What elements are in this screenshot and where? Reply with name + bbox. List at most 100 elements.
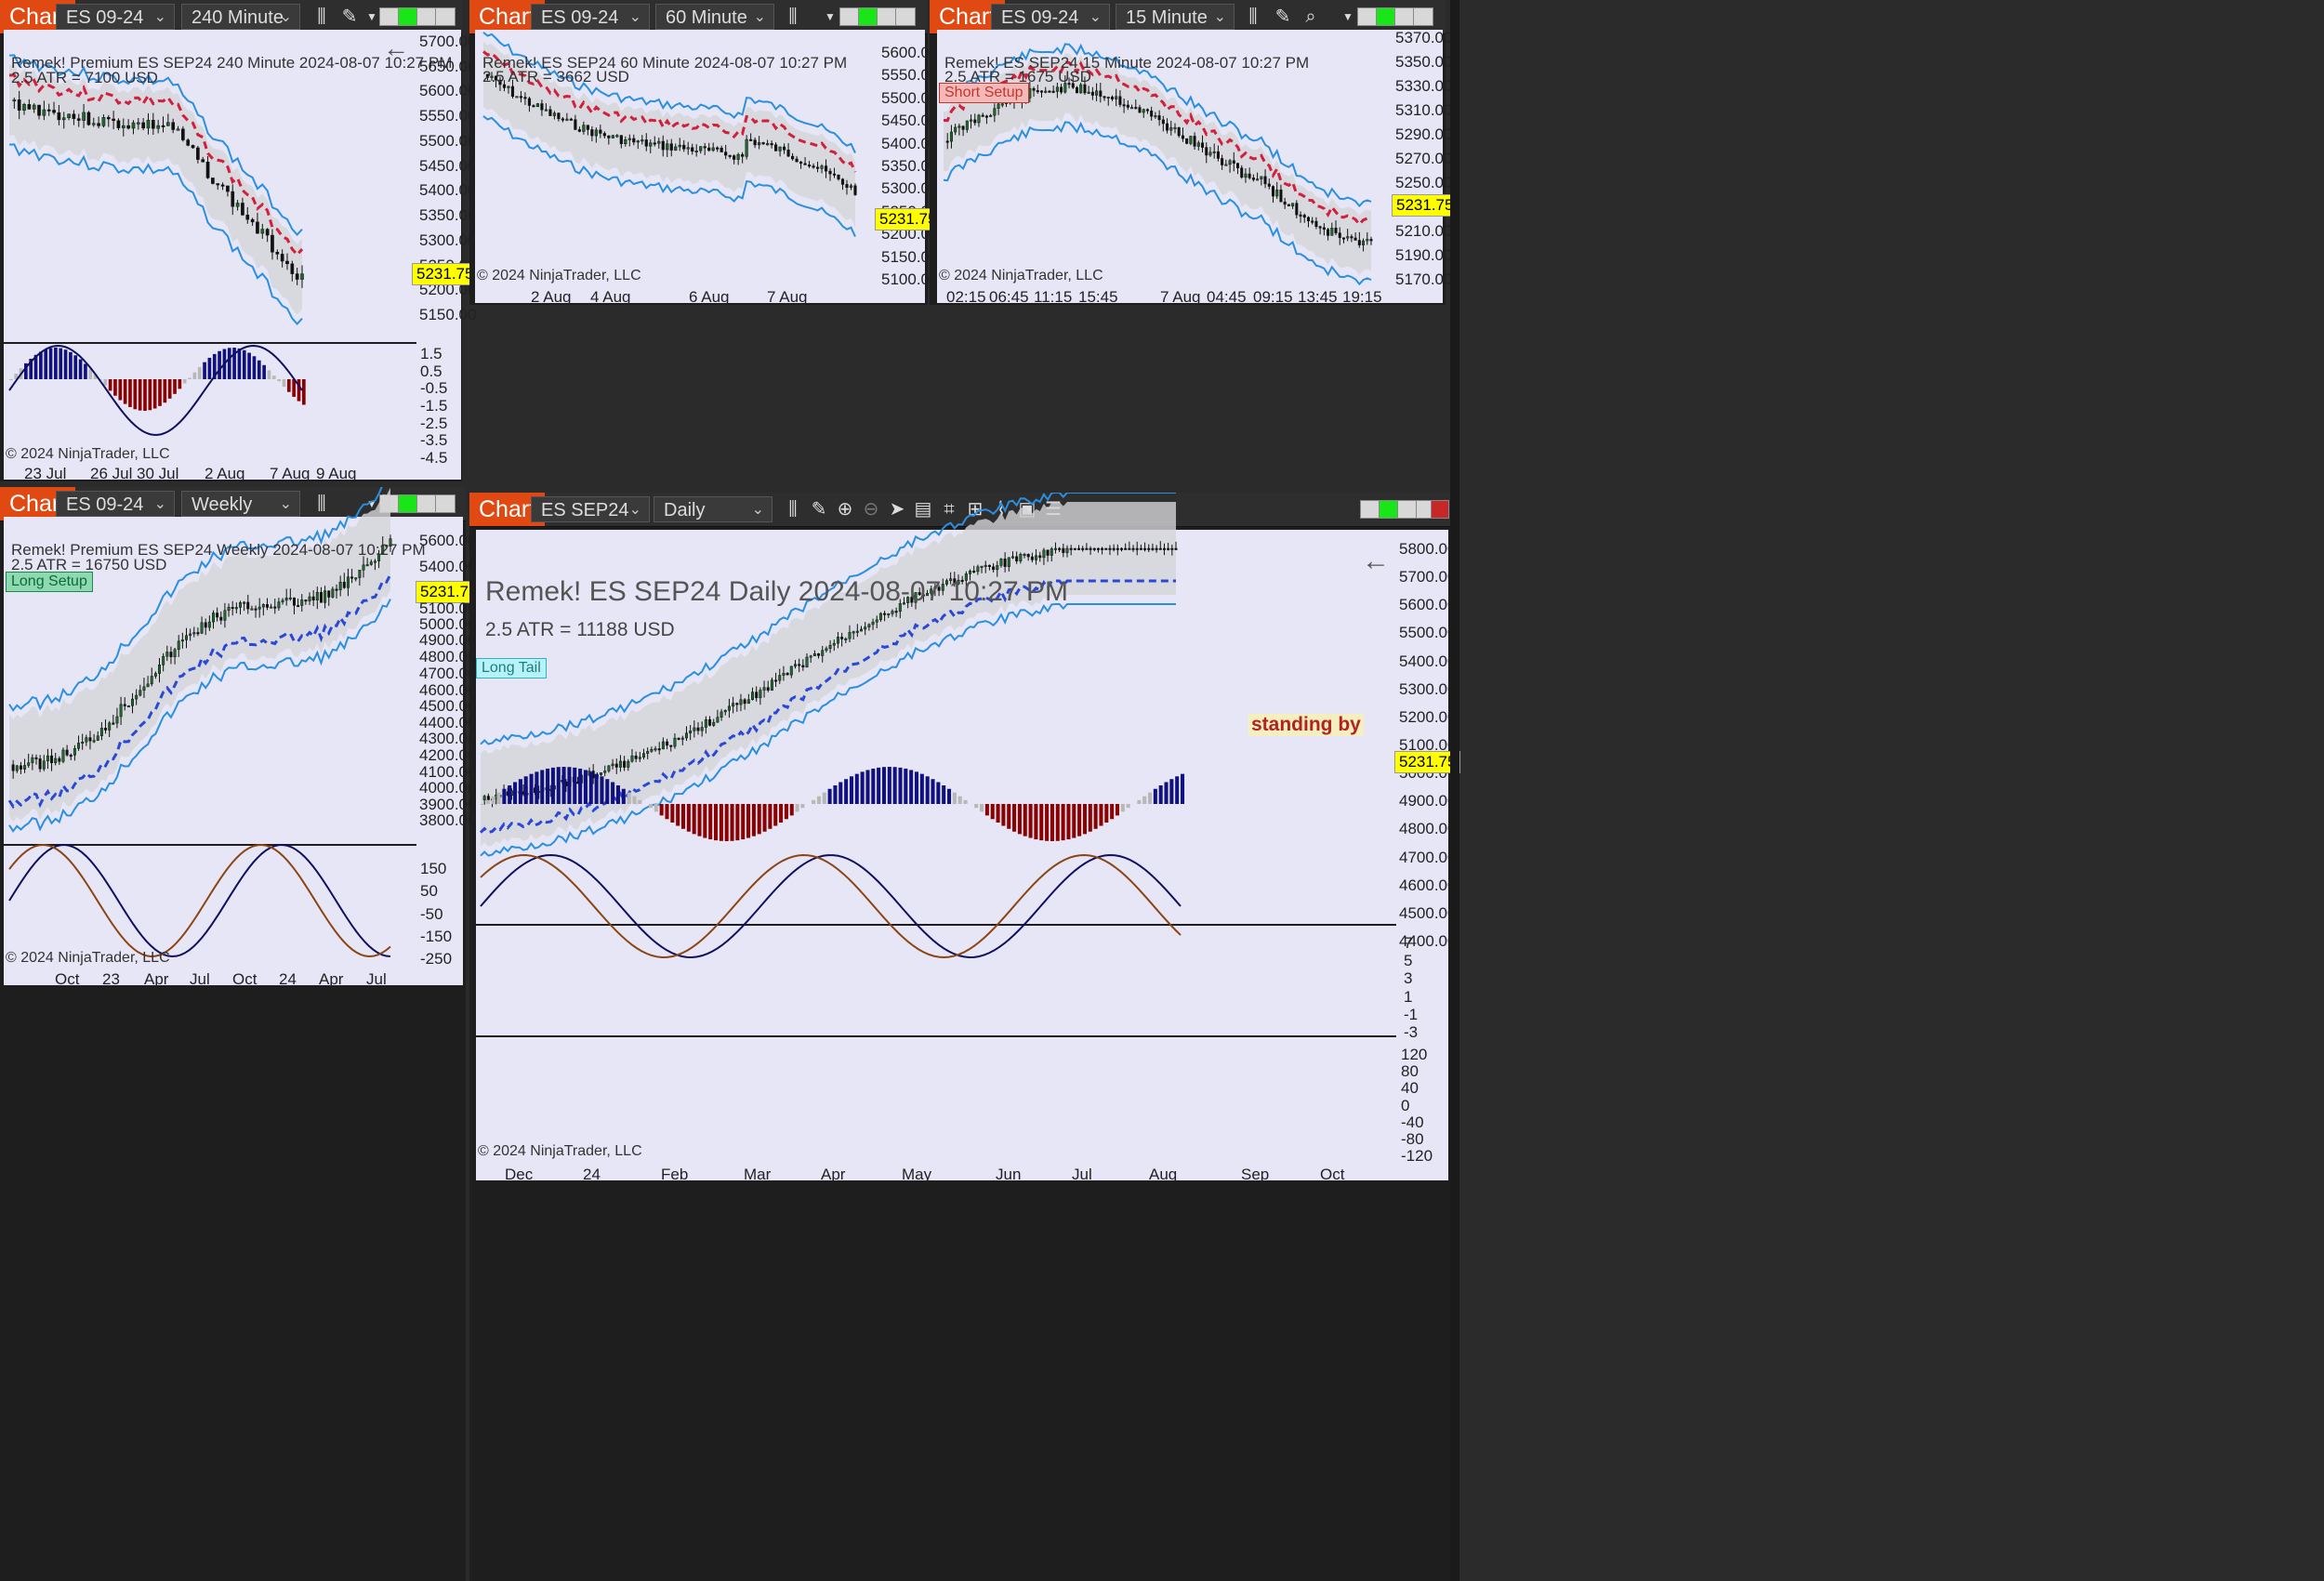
histogram-bar [1088, 804, 1092, 832]
axis-tick-label: 5290.00 [1395, 125, 1453, 143]
pointer-icon[interactable]: ➤ [889, 499, 905, 520]
histogram-bar [14, 374, 19, 379]
candle-body [969, 571, 972, 574]
histogram-bar [762, 804, 767, 832]
histogram-bar [654, 804, 658, 812]
draw-tool-icon[interactable]: ✎ [1274, 7, 1291, 27]
histogram-bar [232, 348, 236, 379]
dropdown-arrow-icon[interactable]: ▼ [1342, 10, 1353, 23]
dropdown-arrow-icon[interactable]: ▼ [366, 10, 377, 23]
histogram-bar [1158, 785, 1163, 804]
histogram-bar [827, 788, 832, 804]
instrument-selector[interactable]: ES SEP24 ⌄ [531, 496, 650, 522]
zoom-in-icon[interactable]: ⊕ [837, 499, 853, 520]
zoom-out-icon[interactable]: ⊖ [863, 499, 879, 520]
candle-body [1302, 215, 1306, 218]
bar-type-icon[interactable]: ⫼ [317, 494, 326, 514]
axis-tick-label: 5350.00 [1395, 53, 1453, 71]
bar-type-icon[interactable]: ⫼ [788, 7, 798, 27]
candle-body [1083, 84, 1087, 94]
histogram-bar [838, 782, 843, 804]
candle-body [1306, 217, 1310, 222]
histogram-bar [795, 804, 799, 812]
time-axis[interactable] [476, 1160, 1448, 1180]
candle-body [1040, 90, 1044, 93]
histogram-bar [163, 379, 167, 403]
time-tick-label: 6 Aug [689, 288, 730, 306]
candle-body [970, 119, 973, 122]
draw-tool-icon[interactable]: ✎ [341, 7, 358, 27]
strategies-icon[interactable]: ⌇ [997, 499, 1006, 520]
zoom-icon[interactable]: ⌕ [1305, 7, 1316, 27]
histogram-bar [887, 767, 891, 804]
time-axis[interactable] [4, 463, 461, 480]
candle-body [1051, 90, 1055, 93]
histogram-bar [1147, 792, 1153, 804]
interval-selector[interactable]: 240 Minute ⌄ [181, 4, 300, 30]
candle-body [677, 737, 680, 740]
dropdown-arrow-icon[interactable]: ▼ [366, 497, 377, 510]
histogram-bar [73, 355, 78, 379]
time-axis[interactable] [475, 286, 925, 303]
candle-body [106, 117, 111, 120]
interval-selector[interactable]: 60 Minute ⌄ [655, 4, 774, 30]
properties-icon[interactable]: ⌗ [944, 499, 955, 520]
maximize-button[interactable] [895, 7, 916, 26]
bar-type-icon[interactable]: ⫼ [1248, 7, 1258, 27]
data-box-icon[interactable]: ▤ [914, 499, 932, 520]
oscillator-panel[interactable] [476, 1037, 1396, 1160]
price-axis[interactable] [1396, 530, 1448, 1160]
candle-body [1173, 126, 1177, 129]
candle-body [855, 630, 859, 633]
interval-selector[interactable]: Weekly ⌄ [181, 491, 300, 517]
candle-body [295, 273, 299, 280]
candle-body [630, 755, 634, 762]
interval-selector[interactable]: 15 Minute ⌄ [1116, 4, 1235, 30]
time-axis[interactable] [937, 286, 1443, 303]
bar-type-icon[interactable]: ⫼ [317, 7, 326, 27]
axis-tick-label: 5400.00 [419, 558, 477, 575]
maximize-button[interactable] [435, 7, 456, 26]
candle-body [1058, 547, 1062, 550]
instrument-selector[interactable]: ES 09-24 ⌄ [531, 4, 650, 30]
maximize-button[interactable] [435, 494, 456, 513]
chart-window-60min: Chart ES 09-24 ⌄ 60 Minute ⌄ ⫼ ▼ Remek! ES… [469, 0, 942, 306]
candle-body [1060, 86, 1063, 93]
candle-body [1311, 220, 1314, 223]
candle-body [42, 760, 46, 770]
histogram-bar [523, 776, 528, 804]
candle-body [755, 692, 759, 699]
indicator-panel[interactable] [4, 846, 416, 968]
instrument-selector[interactable]: ES 09-24 ⌄ [56, 4, 175, 30]
interval-selector[interactable]: Daily ⌄ [654, 496, 772, 522]
instrument-selector[interactable]: ES 09-24 ⌄ [56, 491, 175, 517]
candle-body [1232, 160, 1235, 164]
candle-body [73, 748, 76, 756]
candle-body [234, 607, 238, 610]
close-button[interactable] [1431, 500, 1449, 519]
instrument-selector[interactable]: ES 09-24 ⌄ [991, 4, 1110, 30]
price-axis[interactable] [1393, 30, 1443, 286]
axis-tick-label: 4500.00 [1399, 903, 1457, 922]
maximize-button[interactable] [1413, 7, 1433, 26]
atr-label: 2.5 ATR = 7100 USD [11, 69, 158, 86]
dropdown-arrow-icon[interactable]: ▼ [825, 10, 836, 23]
bar-type-icon[interactable]: ⫼ [788, 499, 798, 520]
candle-body [992, 566, 996, 571]
candle-body [97, 123, 100, 126]
candle-body [285, 260, 289, 265]
candle-body [803, 163, 807, 165]
price-axis[interactable] [416, 30, 461, 463]
candle-body [1028, 87, 1032, 99]
draw-tool-icon[interactable]: ✎ [811, 499, 827, 520]
price-axis[interactable] [878, 30, 925, 286]
time-axis[interactable] [4, 968, 463, 985]
back-arrow-icon[interactable]: ← [1362, 546, 1390, 576]
histogram-panel[interactable] [476, 926, 1396, 1035]
candle-body [502, 84, 507, 88]
back-arrow-icon[interactable]: ← [383, 33, 409, 62]
axis-tick-label: 4100.00 [419, 763, 477, 781]
candle-body [965, 120, 969, 130]
candle-body [817, 653, 821, 656]
candle-body [615, 135, 619, 138]
